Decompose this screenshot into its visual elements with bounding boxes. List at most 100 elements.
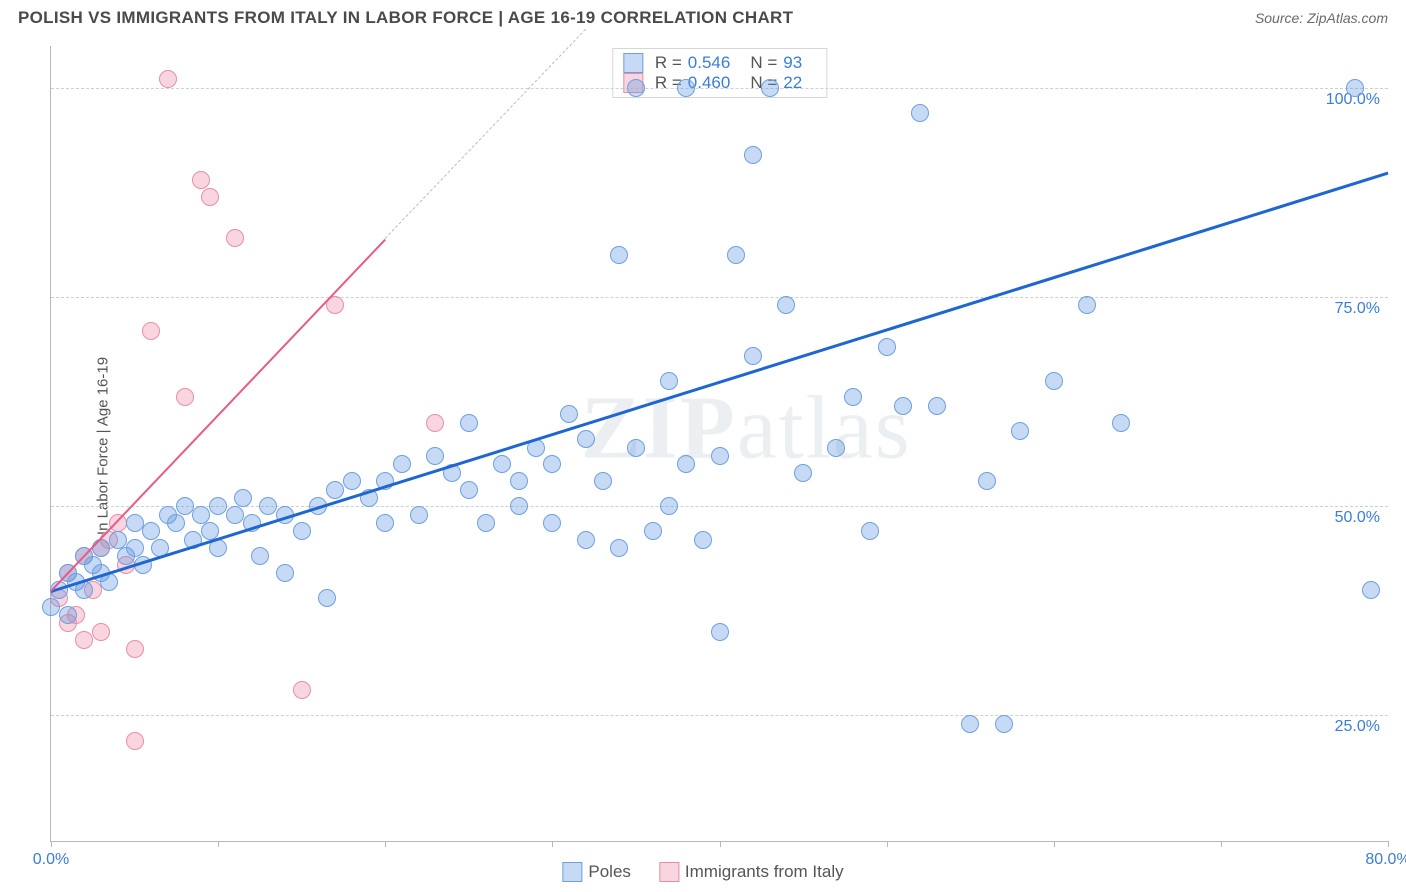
data-point-poles — [460, 414, 478, 432]
swatch-poles — [623, 53, 643, 73]
swatch-poles — [562, 862, 582, 882]
r-label: R = — [655, 53, 682, 73]
data-point-poles — [995, 715, 1013, 733]
data-point-poles — [978, 472, 996, 490]
data-point-poles — [192, 506, 210, 524]
n-value-italy: 22 — [783, 73, 802, 93]
data-point-poles — [878, 338, 896, 356]
data-point-italy — [75, 631, 93, 649]
data-point-poles — [644, 522, 662, 540]
data-point-poles — [1045, 372, 1063, 390]
data-point-poles — [627, 439, 645, 457]
watermark: ZIPatlas — [581, 376, 912, 479]
data-point-poles — [543, 514, 561, 532]
data-point-poles — [794, 464, 812, 482]
data-point-poles — [176, 497, 194, 515]
data-point-poles — [911, 104, 929, 122]
x-tick — [1054, 841, 1055, 847]
data-point-poles — [59, 606, 77, 624]
data-point-italy — [109, 514, 127, 532]
x-tick — [1388, 841, 1389, 847]
data-point-poles — [510, 497, 528, 515]
data-point-poles — [744, 146, 762, 164]
trend-line — [51, 172, 1389, 593]
y-tick-label: 25.0% — [1335, 718, 1380, 736]
gridline — [51, 297, 1388, 298]
data-point-poles — [660, 372, 678, 390]
legend-item-poles: Poles — [562, 862, 631, 882]
data-point-poles — [109, 531, 127, 549]
legend-item-italy: Immigrants from Italy — [659, 862, 844, 882]
data-point-poles — [761, 79, 779, 97]
y-tick-label: 75.0% — [1335, 300, 1380, 318]
source-attribution: Source: ZipAtlas.com — [1255, 10, 1388, 26]
data-point-poles — [827, 439, 845, 457]
data-point-poles — [1011, 422, 1029, 440]
data-point-poles — [318, 589, 336, 607]
data-point-poles — [1078, 296, 1096, 314]
data-point-poles — [251, 547, 269, 565]
data-point-italy — [192, 171, 210, 189]
x-tick — [720, 841, 721, 847]
data-point-italy — [92, 623, 110, 641]
data-point-italy — [126, 732, 144, 750]
data-point-poles — [293, 522, 311, 540]
data-point-poles — [1112, 414, 1130, 432]
x-tick-label: 80.0% — [1365, 851, 1406, 869]
source-prefix: Source: — [1255, 10, 1307, 26]
n-value-poles: 93 — [783, 53, 802, 73]
data-point-italy — [126, 640, 144, 658]
data-point-poles — [660, 497, 678, 515]
gridline — [51, 715, 1388, 716]
data-point-poles — [894, 397, 912, 415]
data-point-poles — [1362, 581, 1380, 599]
stats-row-italy: R = 0.460 N = 22 — [623, 73, 816, 93]
data-point-italy — [226, 229, 244, 247]
data-point-poles — [376, 514, 394, 532]
series-legend: Poles Immigrants from Italy — [562, 862, 843, 882]
data-point-italy — [142, 322, 160, 340]
data-point-poles — [1346, 79, 1364, 97]
data-point-poles — [610, 246, 628, 264]
trend-line — [385, 29, 586, 239]
data-point-poles — [276, 564, 294, 582]
data-point-poles — [677, 455, 695, 473]
x-tick — [552, 841, 553, 847]
watermark-rest: atlas — [737, 378, 912, 477]
gridline — [51, 88, 1388, 89]
data-point-italy — [293, 681, 311, 699]
data-point-poles — [577, 531, 595, 549]
scatter-chart: ZIPatlas R = 0.546 N = 93 R = 0.460 N = … — [50, 46, 1388, 842]
data-point-poles — [410, 506, 428, 524]
data-point-italy — [159, 70, 177, 88]
data-point-poles — [777, 296, 795, 314]
x-tick — [887, 841, 888, 847]
swatch-italy — [659, 862, 679, 882]
data-point-poles — [426, 447, 444, 465]
source-name: ZipAtlas.com — [1307, 10, 1388, 26]
data-point-italy — [426, 414, 444, 432]
n-label: N = — [750, 53, 777, 73]
data-point-poles — [326, 481, 344, 499]
data-point-poles — [560, 405, 578, 423]
data-point-poles — [844, 388, 862, 406]
data-point-poles — [594, 472, 612, 490]
data-point-poles — [493, 455, 511, 473]
data-point-poles — [928, 397, 946, 415]
data-point-poles — [577, 430, 595, 448]
data-point-poles — [259, 497, 277, 515]
data-point-poles — [694, 531, 712, 549]
legend-label-poles: Poles — [588, 862, 631, 882]
data-point-poles — [510, 472, 528, 490]
data-point-poles — [343, 472, 361, 490]
stats-row-poles: R = 0.546 N = 93 — [623, 53, 816, 73]
y-tick-label: 50.0% — [1335, 509, 1380, 527]
x-tick — [51, 841, 52, 847]
gridline — [51, 506, 1388, 507]
data-point-poles — [42, 598, 60, 616]
data-point-poles — [861, 522, 879, 540]
data-point-poles — [234, 489, 252, 507]
page-title: POLISH VS IMMIGRANTS FROM ITALY IN LABOR… — [18, 8, 793, 28]
data-point-poles — [393, 455, 411, 473]
x-tick-label: 0.0% — [33, 851, 69, 869]
